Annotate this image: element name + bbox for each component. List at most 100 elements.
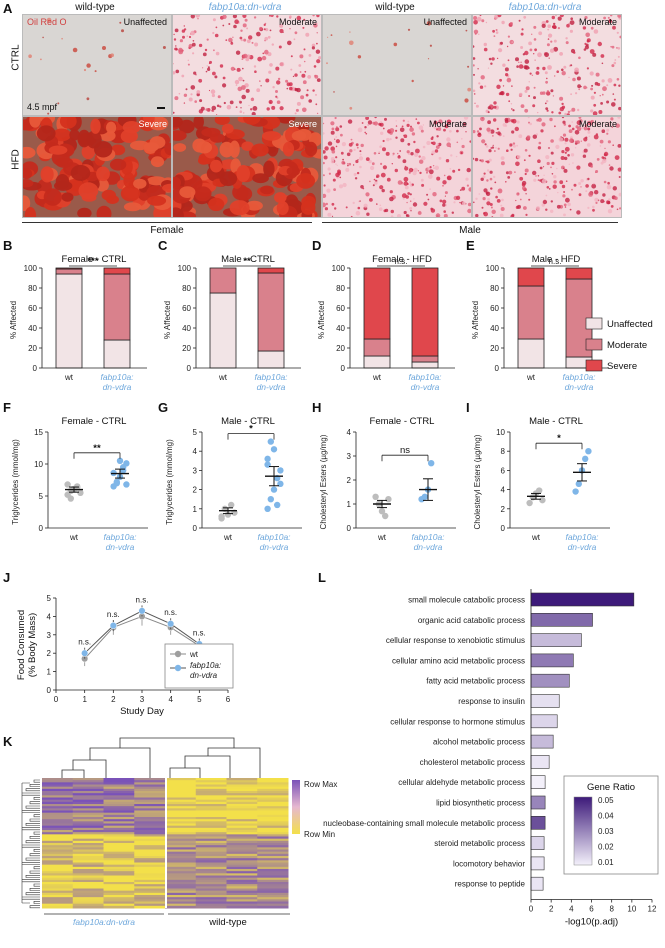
heatmap-cell: [103, 840, 135, 844]
bar-B-unaffected-0: [55, 273, 83, 369]
heatmap-cell: [103, 799, 135, 803]
heatmap-cell: [257, 884, 289, 887]
y-tick-label-I: 8: [501, 447, 506, 456]
heatmap-cell: [42, 897, 74, 900]
heatmap-cell: [103, 899, 135, 902]
bar-C-unaffected-1: [257, 350, 285, 369]
heatmap-cell: [42, 797, 74, 801]
bar-B-moderate-0: [55, 268, 83, 275]
heatmap-cell: [195, 799, 227, 803]
heatmap-cell: [257, 821, 289, 824]
heatmap-cell: [42, 810, 74, 814]
heatmap-cell: [134, 810, 166, 814]
y-tick-label-I: 0: [501, 524, 506, 533]
heatmap-cell: [103, 819, 135, 822]
sex-label-female: Female: [150, 225, 184, 236]
heatmap-cell: [134, 905, 166, 909]
heatmap-cell: [134, 795, 166, 798]
heatmap-cell: [165, 866, 197, 870]
heatmap-cell: [134, 799, 166, 803]
y-tick-label-C: 60: [182, 304, 191, 313]
heatmap-cell: [165, 877, 197, 881]
heatmap-cell: [165, 817, 197, 820]
heatmap-cell: [195, 795, 227, 798]
heatmap-cell: [72, 851, 104, 855]
heatmap-cell: [257, 793, 289, 796]
heatmap-cell: [165, 830, 197, 833]
heatmap-cell: [103, 808, 135, 811]
heatmap-cell: [134, 851, 166, 855]
chart-title-B: Female - CTRL: [62, 254, 127, 265]
x-tick-label-B: fabp10a:: [100, 372, 134, 382]
heatmap-cell: [165, 897, 197, 900]
heatmap-cell: [165, 788, 197, 792]
chart-title-H: Female - CTRL: [370, 416, 435, 427]
heatmap-cell: [72, 784, 104, 788]
heatmap-cell: [134, 793, 166, 796]
data-point-F: [113, 480, 121, 487]
heatmap-cell: [226, 877, 258, 881]
heatmap-cell: [195, 823, 227, 827]
heatmap-cell: [226, 890, 258, 894]
heatmap-cell: [72, 879, 104, 883]
heatmap-cell: [165, 801, 197, 805]
heatmap-cell: [72, 799, 104, 803]
heatmap-cell: [42, 866, 74, 870]
heatmap-cell: [195, 836, 227, 840]
y-tick-label-F: 0: [39, 524, 44, 533]
severity-label: Unaffected: [123, 17, 167, 27]
heatmap-cell: [42, 832, 74, 835]
legend-label-unaffected: Unaffected: [607, 319, 653, 330]
heatmap-cell: [195, 892, 227, 896]
data-point-H: [385, 496, 392, 503]
heatmap-cell: [195, 869, 227, 872]
go-term-bar: [530, 673, 570, 688]
heatmap-cell: [42, 827, 74, 831]
heatmap-cell: [165, 862, 197, 866]
heatmap-cell: [195, 812, 227, 816]
y-tick-label-J: 1: [47, 668, 52, 677]
y-tick-label-I: 4: [501, 486, 506, 495]
heatmap-cell: [42, 886, 74, 889]
heatmap-cell: [226, 799, 258, 803]
gene-ratio-tick-label: 0.01: [598, 858, 614, 867]
heatmap-cell: [195, 851, 227, 855]
heatmap-cell: [134, 812, 166, 816]
heatmap-cell: [103, 795, 135, 798]
heatmap-cell: [257, 791, 289, 794]
data-point-G: [274, 501, 281, 509]
heatmap-cell: [42, 795, 74, 798]
heatmap-cell: [165, 812, 197, 816]
y-axis-label-B: % Affected: [9, 301, 18, 339]
bar-C-moderate-0: [209, 267, 237, 294]
bar-B-severe-0: [55, 267, 83, 270]
heatmap-cell: [134, 897, 166, 900]
heatmap-cell: [165, 832, 197, 835]
heatmap-cell: [195, 890, 227, 894]
y-axis-label-J: (% Body Mass): [27, 613, 38, 677]
heatmap-cell: [226, 862, 258, 866]
heatmap-cell: [165, 899, 197, 902]
heatmap-cell: [42, 808, 74, 811]
heatmap-cell: [226, 899, 258, 902]
x-tick-label-C: fabp10a:: [254, 372, 288, 382]
heatmap-cell: [134, 877, 166, 881]
heatmap-cell: [195, 849, 227, 853]
heatmap-cell: [103, 836, 135, 840]
y-tick-label-E: 20: [490, 344, 499, 353]
data-point-F: [67, 495, 75, 502]
heatmap-cell: [103, 817, 135, 820]
x-tick-label-L: 10: [627, 905, 636, 914]
go-term-bar: [530, 592, 635, 607]
heatmap-cell: [42, 888, 74, 892]
heatmap-cell: [134, 858, 166, 861]
heatmap-cell: [226, 812, 258, 816]
legend-label-severe: Severe: [607, 361, 637, 372]
heatmap-cell: [42, 825, 74, 829]
data-point-H: [372, 493, 379, 500]
x-tick-label-G: fabp10a:: [257, 532, 291, 542]
heatmap-cell: [195, 858, 227, 861]
heatmap-cell: [103, 875, 135, 879]
heatmap-cell: [165, 879, 197, 883]
y-tick-label-E: 80: [490, 284, 499, 293]
